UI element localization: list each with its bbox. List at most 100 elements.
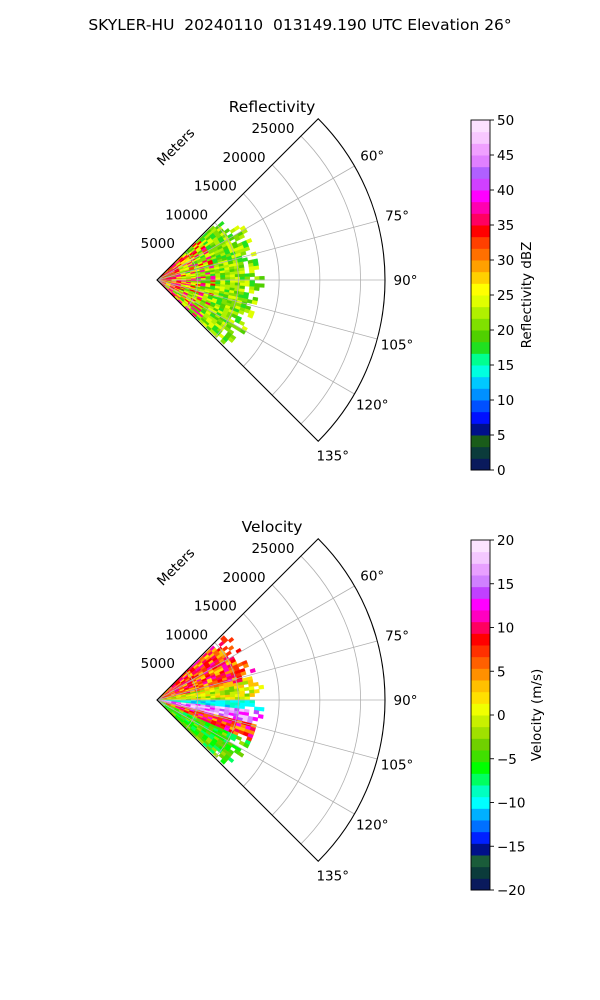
colorbar-swatch [471, 808, 490, 821]
data-cell [239, 690, 245, 695]
data-cell [220, 274, 226, 279]
radial-tick-label: 20000 [223, 150, 266, 166]
angle-tick-label: 135° [316, 869, 349, 885]
colorbar-tick-label: −5 [497, 752, 517, 768]
radial-tick-label: 5000 [141, 656, 175, 672]
angle-tick-label: 90° [394, 273, 418, 289]
colorbar-swatch [471, 423, 490, 436]
data-cell [234, 702, 241, 707]
data-cell [234, 279, 241, 284]
colorbar-swatch [471, 691, 490, 704]
data-cell [244, 273, 251, 278]
data-cell [249, 699, 255, 704]
data-cell [234, 273, 241, 278]
radial-tick-label: 25000 [251, 121, 294, 137]
data-cell [254, 276, 260, 281]
colorbar: −20 −15 −10 −5 0 5 10 15 20 Velocity (m/s) [470, 533, 545, 899]
sector-outline [156, 538, 386, 862]
colorbar-swatch [471, 400, 490, 413]
data-cell [220, 694, 226, 699]
radial-axis-label: Meters [154, 545, 198, 589]
colorbar-swatch [471, 598, 490, 611]
angle-tick-label: 105° [381, 757, 414, 773]
colorbar-swatch [471, 586, 490, 599]
data-cell [227, 636, 235, 644]
angle-tick-label: 120° [356, 817, 389, 833]
data-cell [249, 279, 255, 284]
colorbar-swatch [471, 703, 490, 716]
angular-gridline [156, 640, 378, 701]
colorbar-swatch [471, 318, 490, 331]
data-cell [237, 751, 245, 758]
colorbar-swatch [471, 190, 490, 203]
data-cell [227, 645, 235, 652]
colorbar-tick-label: −10 [497, 796, 526, 812]
data-cell [234, 693, 241, 698]
radial-tick-label: 20000 [223, 570, 266, 586]
colorbar-swatch [471, 213, 490, 226]
colorbar-tick-label: 5 [497, 428, 506, 444]
colorbar-swatch [471, 260, 490, 273]
data-cell [239, 270, 245, 275]
data-cell [239, 273, 246, 278]
data-cell [234, 699, 241, 704]
data-cell [230, 736, 237, 742]
colorbar-label: Reflectivity dBZ [519, 242, 535, 349]
colorbar-swatch [471, 656, 490, 669]
data-cell [249, 689, 255, 694]
data-cell [240, 671, 247, 677]
colorbar-swatch [471, 785, 490, 798]
colorbar-swatch [471, 551, 490, 564]
data-cell [229, 697, 236, 701]
data-cell [234, 696, 241, 701]
data-cell [234, 691, 241, 695]
colorbar-tick-label: 25 [497, 288, 514, 304]
colorbar-tick-label: 35 [497, 218, 514, 234]
colorbar-tick-label: 30 [497, 253, 514, 269]
colorbar: 0 5 10 15 20 25 30 35 40 45 50 Reflectivity dBZ [470, 113, 535, 479]
data-cell [253, 265, 260, 271]
angle-tick-label: 60° [360, 569, 384, 585]
radial-tick-label: 25000 [251, 541, 294, 557]
data-cell [247, 313, 254, 319]
data-cell [239, 276, 246, 281]
data-cell [225, 650, 232, 657]
angular-gridline [156, 220, 378, 281]
colorbar-swatch [471, 376, 490, 389]
colorbar-swatch [471, 761, 490, 774]
colorbar-tick-label: 15 [497, 358, 514, 374]
colorbar-tick-label: 45 [497, 148, 514, 164]
data-cell [210, 695, 216, 699]
data-cell [244, 702, 251, 707]
colorbar-tick-label: 15 [497, 577, 514, 593]
colorbar-swatch [471, 330, 490, 343]
data-cell [243, 246, 251, 252]
data-cell [227, 756, 235, 764]
polar-panel-velocity: Velocity 5000 10000 15000 20000 25000 60° 75° 90… [141, 518, 545, 899]
colorbar-swatch [471, 878, 490, 891]
colorbar-swatch [471, 831, 490, 844]
data-cell [258, 684, 265, 690]
radial-tick-label: 5000 [141, 236, 175, 252]
data-cell [257, 714, 264, 719]
data-cell [234, 282, 241, 287]
colorbar-swatch [471, 131, 490, 144]
data-cell [244, 279, 251, 284]
colorbar-swatch [471, 155, 490, 168]
colorbar-tick-label: 0 [497, 708, 506, 724]
data-cell [239, 702, 246, 707]
radial-tick-label: 15000 [194, 179, 237, 195]
data-cell [252, 716, 259, 722]
data-cell [244, 696, 251, 701]
colorbar-tick-label: 50 [497, 113, 514, 129]
colorbar-swatch [471, 668, 490, 681]
colorbar-swatch [471, 225, 490, 238]
colorbar-swatch [471, 295, 490, 308]
colorbar-swatch [471, 201, 490, 214]
data-cell [249, 269, 255, 274]
panel-title: Reflectivity [229, 98, 316, 116]
data-cell [229, 274, 236, 278]
colorbar-swatch [471, 271, 490, 284]
radial-axis-label: Meters [154, 125, 198, 169]
